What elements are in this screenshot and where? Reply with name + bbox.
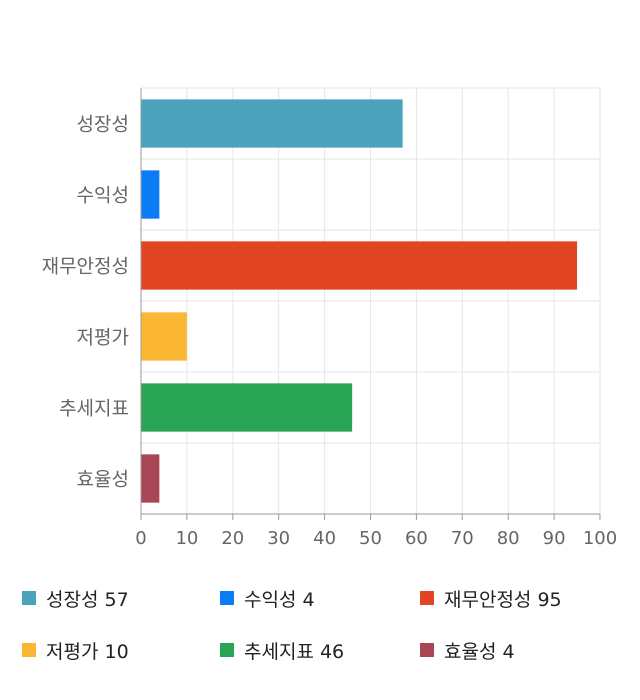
category-label: 재무안정성: [42, 256, 129, 278]
bar[interactable]: [141, 170, 160, 219]
legend-label: 수익성 4: [244, 588, 315, 611]
bar[interactable]: [141, 241, 578, 290]
category-label: 효율성: [77, 469, 129, 491]
category-label: 추세지표: [59, 398, 129, 420]
x-tick-label: 100: [583, 528, 617, 549]
legend-item-profitability[interactable]: 수익성 4: [220, 583, 315, 613]
x-tick-label: 20: [221, 528, 244, 549]
legend-swatch: [22, 643, 36, 657]
legend-label: 재무안정성 95: [444, 588, 562, 611]
x-tick-label: 80: [497, 528, 520, 549]
legend-swatch: [220, 643, 234, 657]
legend-item-growth[interactable]: 성장성 57: [22, 583, 129, 613]
legend-label: 성장성 57: [46, 588, 129, 611]
legend-swatch: [420, 643, 434, 657]
legend-label: 효율성 4: [444, 640, 515, 663]
x-tick-label: 10: [175, 528, 198, 549]
category-label: 수익성: [77, 185, 129, 207]
bar[interactable]: [141, 312, 187, 361]
x-tick-labels: 0 10 20 30 40 50 60 70 80 90 100: [135, 528, 617, 549]
legend-label: 저평가 10: [46, 640, 129, 663]
chart-legend: 성장성 57 수익성 4 재무안정성 95 저평가 10 추세지표 46 효율성…: [0, 578, 640, 688]
x-tick-label: 50: [359, 528, 382, 549]
x-tick-label: 60: [405, 528, 428, 549]
chart-grid: [140, 87, 601, 515]
bar[interactable]: [141, 454, 160, 503]
x-tick-label: 70: [451, 528, 474, 549]
legend-item-trend[interactable]: 추세지표 46: [220, 635, 344, 665]
legend-label: 추세지표 46: [244, 640, 345, 663]
bar[interactable]: [141, 383, 353, 432]
category-label: 성장성: [77, 114, 129, 136]
legend-swatch: [420, 591, 434, 605]
chart-axes: [140, 88, 601, 520]
legend-item-undervalued[interactable]: 저평가 10: [22, 635, 129, 665]
x-tick-label: 30: [267, 528, 290, 549]
chart-bars: [141, 99, 578, 503]
x-tick-label: 40: [313, 528, 336, 549]
legend-item-efficiency[interactable]: 효율성 4: [420, 635, 515, 665]
legend-swatch: [220, 591, 234, 605]
legend-item-financial-stability[interactable]: 재무안정성 95: [420, 583, 562, 613]
x-tick-label: 0: [135, 528, 146, 549]
bar[interactable]: [141, 99, 403, 148]
category-label: 저평가: [77, 327, 129, 349]
legend-swatch: [22, 591, 36, 605]
x-tick-label: 90: [543, 528, 566, 549]
